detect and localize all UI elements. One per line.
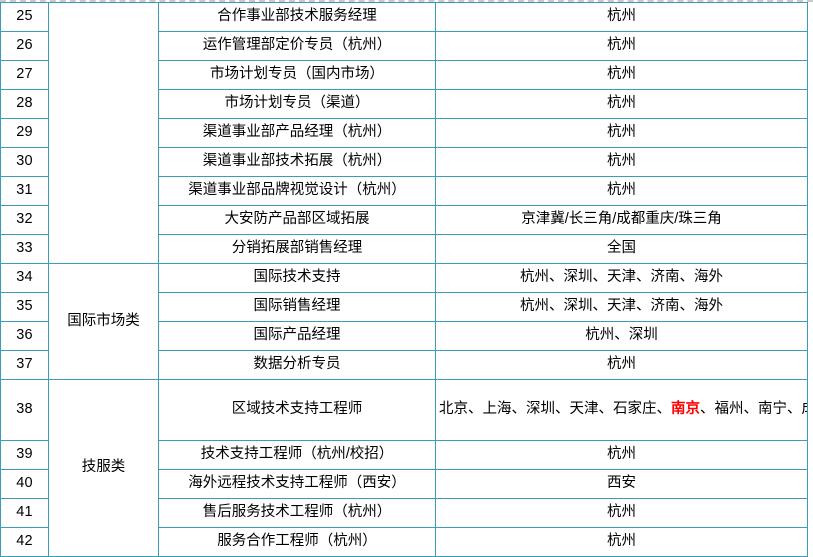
cell-index[interactable]: 36 xyxy=(0,321,49,351)
cell-location[interactable]: 杭州、深圳 xyxy=(435,321,808,351)
table-row[interactable]: 37 数据分析专员 杭州 xyxy=(0,350,808,380)
table-row[interactable]: 34 国际市场类 国际技术支持 杭州、深圳、天津、济南、海外 xyxy=(0,263,808,380)
cell-job-title[interactable]: 渠道事业部产品经理（杭州） xyxy=(158,118,436,148)
table-row[interactable]: 25 合作事业部技术服务经理 杭州 xyxy=(0,2,808,264)
cell-location[interactable]: 杭州 xyxy=(435,527,808,557)
cell-location[interactable]: 杭州 xyxy=(435,147,808,177)
cell-index[interactable]: 37 xyxy=(0,350,49,380)
cell-job-title[interactable]: 售后服务技术工程师（杭州） xyxy=(158,498,436,528)
cell-category-blank[interactable] xyxy=(48,2,159,264)
table-row[interactable]: 40 海外远程技术支持工程师（西安） 西安 xyxy=(0,469,808,499)
table-row[interactable]: 32 大安防产品部区域拓展 京津冀/长三角/成都重庆/珠三角 xyxy=(0,205,808,235)
table-row[interactable]: 35 国际销售经理 杭州、深圳、天津、济南、海外 xyxy=(0,292,808,322)
cell-location[interactable]: 杭州 xyxy=(435,350,808,380)
cell-location[interactable]: 杭州、深圳、天津、济南、海外 xyxy=(435,263,808,293)
cell-job-title[interactable]: 运作管理部定价专员（杭州） xyxy=(158,31,436,61)
cell-location[interactable]: 杭州 xyxy=(435,2,808,32)
cell-index[interactable]: 28 xyxy=(0,89,49,119)
cell-job-title[interactable]: 服务合作工程师（杭州） xyxy=(158,527,436,557)
location-highlight-nanjing: 南京 xyxy=(671,401,700,418)
cell-location-multi[interactable]: 北京、上海、深圳、天津、石家庄、南京、福州、南宁、成都、武汉、兰州、西安、乌鲁木… xyxy=(435,379,808,441)
cell-location[interactable]: 杭州 xyxy=(435,176,808,206)
cell-location[interactable]: 京津冀/长三角/成都重庆/珠三角 xyxy=(435,205,808,235)
cell-location[interactable]: 杭州 xyxy=(435,440,808,470)
table-row[interactable]: 30 渠道事业部技术拓展（杭州） 杭州 xyxy=(0,147,808,177)
cell-job-title[interactable]: 海外远程技术支持工程师（西安） xyxy=(158,469,436,499)
location-text-before: 北京、上海、深圳、天津、石家庄、 xyxy=(439,401,671,418)
cell-index[interactable]: 32 xyxy=(0,205,49,235)
cell-location[interactable]: 杭州 xyxy=(435,498,808,528)
cell-job-title[interactable]: 分销拓展部销售经理 xyxy=(158,234,436,264)
cell-index[interactable]: 41 xyxy=(0,498,49,528)
cell-location[interactable]: 西安 xyxy=(435,469,808,499)
cell-index[interactable]: 42 xyxy=(0,527,49,557)
cell-job-title[interactable]: 国际技术支持 xyxy=(158,263,436,293)
cell-index[interactable]: 39 xyxy=(0,440,49,470)
cell-index[interactable]: 25 xyxy=(0,2,49,32)
cell-job-title[interactable]: 数据分析专员 xyxy=(158,350,436,380)
table-row[interactable]: 28 市场计划专员（渠道） 杭州 xyxy=(0,89,808,119)
cell-job-title[interactable]: 渠道事业部技术拓展（杭州） xyxy=(158,147,436,177)
cell-job-title[interactable]: 市场计划专员（国内市场） xyxy=(158,60,436,90)
page-break-indicator xyxy=(0,0,813,2)
table-row[interactable]: 39 技术支持工程师（杭州/校招） 杭州 xyxy=(0,440,808,470)
table-row[interactable]: 41 售后服务技术工程师（杭州） 杭州 xyxy=(0,498,808,528)
cell-index[interactable]: 38 xyxy=(0,379,49,441)
table-row[interactable]: 33 分销拓展部销售经理 全国 xyxy=(0,234,808,264)
cell-category-international[interactable]: 国际市场类 xyxy=(48,263,159,380)
cell-location[interactable]: 杭州 xyxy=(435,60,808,90)
cell-location[interactable]: 杭州 xyxy=(435,31,808,61)
cell-job-title[interactable]: 技术支持工程师（杭州/校招） xyxy=(158,440,436,470)
cell-job-title[interactable]: 国际产品经理 xyxy=(158,321,436,351)
cell-index[interactable]: 26 xyxy=(0,31,49,61)
cell-index[interactable]: 29 xyxy=(0,118,49,148)
cell-location[interactable]: 杭州 xyxy=(435,89,808,119)
cell-index[interactable]: 31 xyxy=(0,176,49,206)
cell-location[interactable]: 杭州、深圳、天津、济南、海外 xyxy=(435,292,808,322)
cell-job-title[interactable]: 国际销售经理 xyxy=(158,292,436,322)
cell-job-title[interactable]: 大安防产品部区域拓展 xyxy=(158,205,436,235)
table-row[interactable]: 38 技服类 区域技术支持工程师 北京、上海、深圳、天津、石家庄、南京、福州、南… xyxy=(0,379,808,557)
cell-job-title[interactable]: 合作事业部技术服务经理 xyxy=(158,2,436,32)
cell-category-service[interactable]: 技服类 xyxy=(48,379,159,557)
cell-index[interactable]: 40 xyxy=(0,469,49,499)
cell-index[interactable]: 30 xyxy=(0,147,49,177)
cell-job-title[interactable]: 渠道事业部品牌视觉设计（杭州） xyxy=(158,176,436,206)
cell-index[interactable]: 34 xyxy=(0,263,49,293)
table-row[interactable]: 27 市场计划专员（国内市场） 杭州 xyxy=(0,60,808,90)
cell-location[interactable]: 杭州 xyxy=(435,118,808,148)
cell-job-title[interactable]: 区域技术支持工程师 xyxy=(158,379,436,441)
cell-index[interactable]: 35 xyxy=(0,292,49,322)
table-row[interactable]: 31 渠道事业部品牌视觉设计（杭州） 杭州 xyxy=(0,176,808,206)
location-text-after: 、福州、南宁、成都、武汉、兰州、西安、乌鲁木齐 xyxy=(700,401,807,418)
table-row[interactable]: 36 国际产品经理 杭州、深圳 xyxy=(0,321,808,351)
cell-location[interactable]: 全国 xyxy=(435,234,808,264)
cell-index[interactable]: 27 xyxy=(0,60,49,90)
cell-index[interactable]: 33 xyxy=(0,234,49,264)
cell-job-title[interactable]: 市场计划专员（渠道） xyxy=(158,89,436,119)
table-row[interactable]: 26 运作管理部定价专员（杭州） 杭州 xyxy=(0,31,808,61)
